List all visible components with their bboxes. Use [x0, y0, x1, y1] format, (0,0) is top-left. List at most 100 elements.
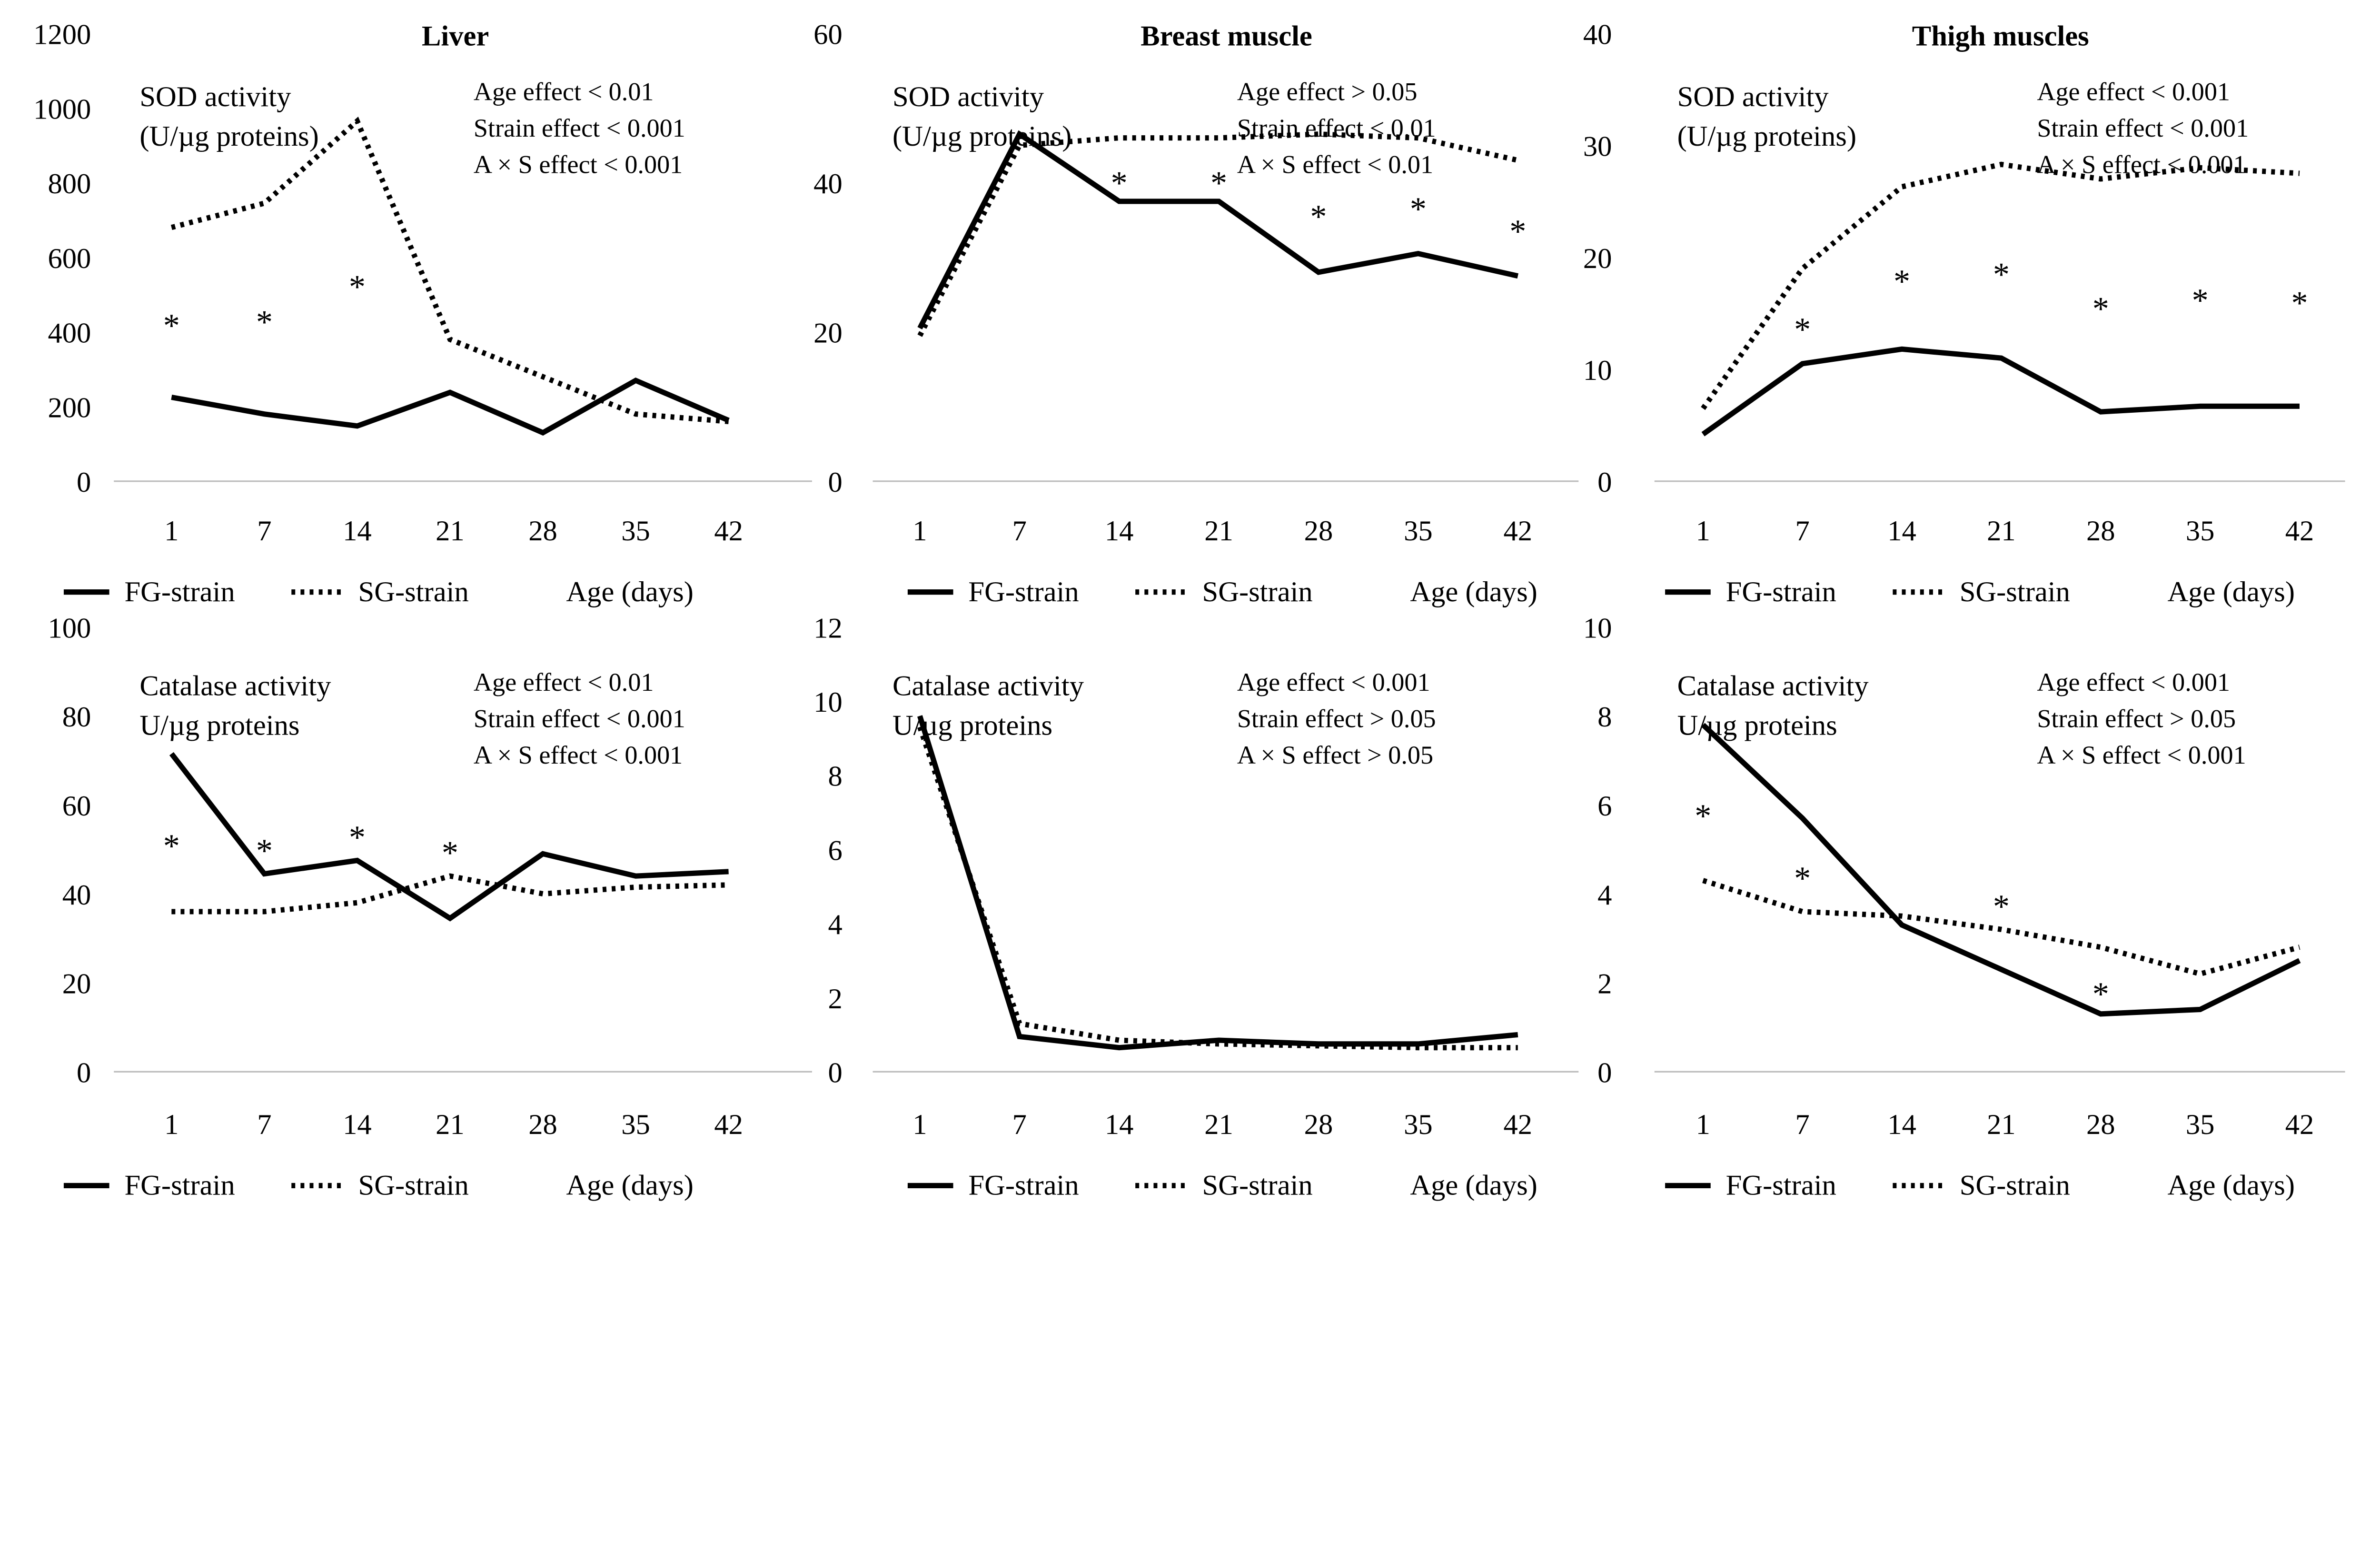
- y-tick-label: 2: [1597, 968, 1612, 1000]
- stat-text: Strain effect < 0.001: [2037, 114, 2249, 142]
- significance-asterisk: *: [1993, 256, 2010, 293]
- series-line-sg: [917, 726, 1518, 1051]
- x-tick-label: 42: [1503, 515, 1532, 547]
- y-axis-label: SOD activity: [139, 81, 291, 113]
- y-axis-label: Catalase activity: [892, 670, 1084, 702]
- x-tick-label: 35: [2186, 1109, 2215, 1141]
- x-tick-label: 28: [2086, 1109, 2115, 1141]
- legend-label-sg: SG-strain: [358, 576, 469, 608]
- y-tick-label: 1000: [33, 93, 91, 125]
- legend-label-sg: SG-strain: [1202, 1170, 1313, 1202]
- significance-asterisk: *: [2291, 285, 2308, 322]
- x-axis-label: Age (days): [566, 576, 693, 608]
- x-tick-label: 35: [1404, 1109, 1433, 1141]
- column-title-breast: Breast muscle: [1140, 20, 1312, 52]
- significance-asterisk: *: [1410, 190, 1427, 228]
- x-axis-label: Age (days): [1410, 1170, 1537, 1202]
- legend-label-fg: FG-strain: [1726, 1170, 1836, 1202]
- x-tick-label: 7: [1012, 515, 1027, 547]
- legend-label-fg: FG-strain: [968, 576, 1079, 608]
- x-tick-label: 28: [528, 1109, 557, 1141]
- stat-text: Age effect < 0.01: [474, 668, 654, 696]
- x-tick-label: 35: [621, 515, 650, 547]
- x-tick-label: 14: [1105, 1109, 1134, 1141]
- column-title-liver: Liver: [422, 20, 489, 52]
- series-line-fg: [917, 130, 1518, 329]
- stat-text: Age effect < 0.001: [2037, 77, 2230, 106]
- y-tick-label: 8: [828, 761, 842, 793]
- y-axis-label: (U/µg proteins): [139, 120, 318, 152]
- x-tick-label: 7: [1795, 515, 1810, 547]
- y-tick-label: 0: [1597, 467, 1612, 498]
- significance-asterisk: *: [256, 303, 273, 340]
- significance-asterisk: *: [163, 307, 180, 344]
- significance-asterisk: *: [163, 827, 180, 865]
- significance-asterisk: *: [1695, 797, 1711, 835]
- significance-asterisk: *: [1794, 311, 1811, 348]
- series-line-sg: [171, 873, 729, 915]
- series-line-sg: [917, 131, 1518, 337]
- y-tick-label: 200: [48, 392, 91, 424]
- y-tick-label: 10: [1583, 355, 1612, 387]
- significance-asterisk: *: [1509, 213, 1526, 250]
- x-tick-label: 14: [1887, 515, 1916, 547]
- y-tick-label: 12: [813, 612, 843, 644]
- y-tick-label: 40: [62, 879, 91, 911]
- significance-asterisk: *: [1993, 888, 2010, 925]
- y-tick-label: 100: [48, 612, 91, 644]
- significance-asterisk: *: [1111, 164, 1128, 201]
- significance-asterisk: *: [1310, 198, 1327, 235]
- y-tick-label: 20: [1583, 243, 1612, 275]
- stat-text: A × S effect < 0.001: [2037, 150, 2246, 179]
- x-tick-label: 28: [2086, 515, 2115, 547]
- legend-label-sg: SG-strain: [1960, 1170, 2070, 1202]
- stat-text: A × S effect < 0.01: [1237, 150, 1433, 179]
- y-axis-label: (U/µg proteins): [892, 120, 1071, 152]
- y-tick-label: 40: [813, 168, 843, 200]
- series-line-fg: [169, 752, 729, 922]
- y-tick-label: 60: [62, 790, 91, 822]
- x-axis-label: Age (days): [566, 1170, 693, 1202]
- y-axis-label: U/µg proteins: [892, 709, 1052, 741]
- y-tick-label: 20: [813, 318, 843, 349]
- x-tick-label: 7: [257, 515, 271, 547]
- y-tick-label: 400: [48, 318, 91, 349]
- y-tick-label: 0: [77, 467, 91, 498]
- x-axis-label: Age (days): [2168, 576, 2295, 608]
- x-tick-label: 21: [1204, 515, 1233, 547]
- stat-text: A × S effect < 0.001: [474, 741, 683, 769]
- x-tick-label: 21: [1204, 1109, 1233, 1141]
- stat-text: Strain effect > 0.05: [2037, 704, 2236, 733]
- x-tick-label: 14: [343, 1109, 372, 1141]
- x-tick-label: 42: [714, 515, 743, 547]
- y-tick-label: 40: [1583, 19, 1612, 50]
- legend-label-sg: SG-strain: [358, 1170, 469, 1202]
- y-tick-label: 6: [828, 835, 842, 866]
- x-tick-label: 28: [1304, 1109, 1333, 1141]
- y-axis-label: SOD activity: [892, 81, 1044, 113]
- y-tick-label: 0: [1597, 1057, 1612, 1089]
- y-tick-label: 1200: [33, 19, 91, 50]
- figure: Liver Breast muscle Thigh muscles 020040…: [33, 19, 2345, 1202]
- x-tick-label: 21: [1987, 515, 2016, 547]
- significance-asterisk: *: [2092, 975, 2109, 1013]
- series-line-fg: [917, 715, 1518, 1051]
- y-axis-label: SOD activity: [1677, 81, 1829, 113]
- series-line-sg: [170, 117, 729, 424]
- significance-asterisk: *: [256, 832, 273, 869]
- y-axis-label: U/µg proteins: [1677, 709, 1837, 741]
- x-tick-label: 1: [1696, 515, 1710, 547]
- stat-text: Age effect < 0.001: [2037, 668, 2230, 696]
- significance-asterisk: *: [349, 819, 366, 856]
- x-tick-label: 21: [436, 1109, 465, 1141]
- stat-text: Age effect < 0.001: [1237, 668, 1430, 696]
- y-tick-label: 10: [1583, 612, 1612, 644]
- y-tick-label: 10: [813, 686, 843, 718]
- x-tick-label: 7: [257, 1109, 271, 1141]
- x-tick-label: 7: [1795, 1109, 1810, 1141]
- x-tick-label: 1: [1696, 1109, 1710, 1141]
- legend-label-fg: FG-strain: [124, 1170, 235, 1202]
- column-title-thigh: Thigh muscles: [1912, 20, 2089, 52]
- x-tick-label: 1: [164, 1109, 178, 1141]
- x-tick-label: 21: [1987, 1109, 2016, 1141]
